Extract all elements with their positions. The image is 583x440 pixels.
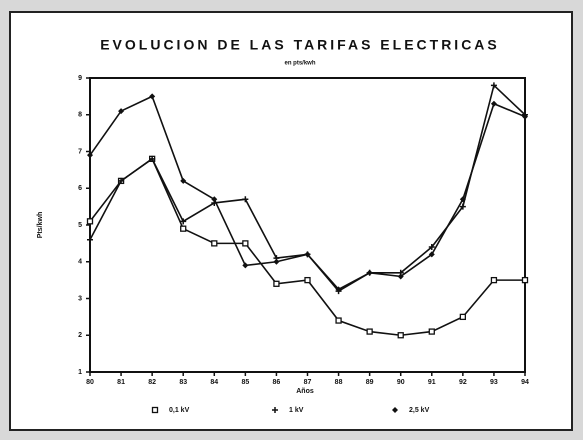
x-tick-label: 82 — [148, 379, 156, 386]
y-tick-label: 4 — [78, 259, 82, 266]
marker — [149, 155, 156, 162]
legend-label: 0,1 kV — [169, 407, 190, 414]
marker — [118, 108, 125, 115]
x-tick-label: 83 — [179, 379, 187, 386]
marker — [335, 317, 342, 324]
marker — [304, 276, 311, 284]
marker — [459, 313, 467, 321]
marker — [180, 177, 187, 184]
y-tick-label: 8 — [78, 112, 82, 119]
marker — [392, 407, 398, 413]
marker — [273, 280, 280, 287]
x-tick-label: 85 — [241, 379, 249, 386]
marker — [118, 177, 125, 184]
y-tick-label: 2 — [78, 332, 82, 339]
y-axis-label: Pts/kwh — [37, 212, 44, 238]
marker — [522, 113, 528, 120]
x-tick-label: 81 — [117, 379, 125, 386]
marker — [366, 269, 373, 276]
marker — [151, 406, 159, 414]
x-tick-label: 80 — [86, 379, 94, 386]
y-tick-label: 1 — [78, 369, 82, 376]
marker — [335, 286, 342, 293]
legend-label: 1 kV — [289, 407, 304, 414]
marker — [180, 218, 187, 225]
marker — [459, 196, 466, 203]
marker — [490, 82, 497, 89]
x-tick-label: 86 — [273, 379, 281, 386]
x-tick-label: 94 — [521, 379, 529, 386]
marker — [521, 276, 529, 284]
marker — [428, 251, 435, 258]
marker — [149, 93, 156, 100]
marker — [397, 273, 404, 280]
marker — [242, 240, 249, 247]
marker — [428, 328, 435, 335]
marker — [87, 236, 93, 243]
marker — [490, 100, 497, 107]
x-tick-label: 88 — [335, 379, 343, 386]
chart-subtitle: en pts/kwh — [284, 61, 315, 67]
marker — [459, 203, 466, 210]
y-tick-label: 5 — [78, 222, 82, 229]
marker — [490, 276, 498, 284]
marker — [273, 258, 280, 265]
marker — [272, 407, 278, 413]
marker — [211, 240, 218, 247]
y-tick-label: 6 — [78, 185, 82, 192]
legend-label: 2,5 kV — [409, 407, 430, 414]
y-tick-label: 3 — [78, 295, 82, 302]
x-tick-label: 93 — [490, 379, 498, 386]
panel — [9, 11, 573, 431]
x-tick-label: 84 — [210, 379, 218, 386]
y-tick-label: 9 — [78, 75, 82, 82]
marker — [397, 332, 404, 339]
x-tick-label: 91 — [428, 379, 436, 386]
y-tick-label: 7 — [78, 148, 82, 155]
x-tick-label: 90 — [397, 379, 405, 386]
marker — [242, 262, 249, 269]
x-tick-label: 87 — [304, 379, 312, 386]
chart-title: EVOLUCION DE LAS TARIFAS ELECTRICAS — [100, 37, 500, 53]
marker — [428, 244, 435, 251]
marker — [86, 218, 94, 225]
x-tick-label: 92 — [459, 379, 467, 386]
marker — [242, 196, 249, 203]
marker — [366, 328, 373, 335]
marker — [211, 196, 218, 203]
marker — [87, 152, 93, 159]
x-tick-label: 89 — [366, 379, 374, 386]
marker — [180, 225, 187, 232]
marker — [304, 251, 311, 258]
x-axis-label: Años — [296, 388, 314, 395]
